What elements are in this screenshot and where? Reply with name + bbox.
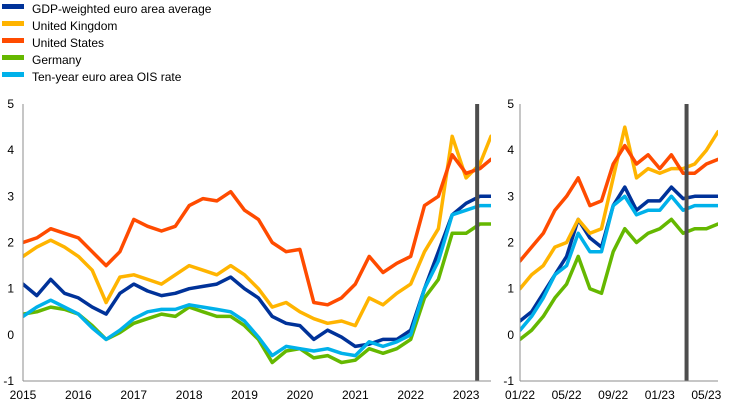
right-panel-x-tick-01-23: 01/23 [645,388,675,402]
legend-item-gdp-weighted: GDP-weighted euro area average [2,2,212,16]
left-panel-y-tick-5: 5 [7,97,14,111]
left-panel-x-tick-2022: 2022 [397,388,424,402]
left-panel-y-tick-3: 3 [7,189,14,203]
legend-swatch-gdp-weighted [2,4,24,9]
left-panel-y-tick-1: 1 [7,282,14,296]
left-panel-x-tick-2020: 2020 [287,388,314,402]
left-panel-y-tick-2: 2 [7,236,14,250]
left-panel-y-tick-1: -1 [3,374,14,388]
left-panel-series-united-states [23,153,491,307]
panel-right: -1 0 1 2 3 4 5 01/22 05/22 09/22 01/23 05/23 [503,97,721,402]
legend-item-united-kingdom: United Kingdom [2,19,117,33]
left-panel-x-tick-2019: 2019 [231,388,258,402]
right-panel-y-tick-3: 3 [507,189,514,203]
legend-swatch-united-states [2,38,24,43]
left-panel-series-ten-year-euro-area-ois-rate [23,203,491,358]
right-panel-x-tick-01-22: 01/22 [505,388,535,402]
legend-item-germany: Germany [2,53,81,67]
legend-swatch-germany [2,55,24,60]
panel-left: -1 0 1 2 3 4 5 2015 2016 2017 2018 2019 2020 2021 2022… [3,97,491,402]
left-panel-x-tick-2018: 2018 [176,388,203,402]
left-panel-x-tick-2017: 2017 [120,388,147,402]
left-panel-series-united-kingdom [23,134,491,328]
legend-label-gdp-weighted: GDP-weighted euro area average [32,2,212,16]
legend-label-united-kingdom: United Kingdom [32,19,117,33]
right-panel-x-tick-05-22: 05/22 [552,388,582,402]
left-panel-x-tick-2021: 2021 [342,388,369,402]
right-panel-y-tick-1: -1 [503,374,514,388]
left-panel-y-tick-4: 4 [7,143,14,157]
right-panel-x-tick-05-23: 05/23 [691,388,721,402]
legend-label-ois-rate: Ten-year euro area OIS rate [32,70,182,84]
left-panel-x-tick-2016: 2016 [65,388,92,402]
legend-item-united-states: United States [2,36,104,50]
legend-label-germany: Germany [32,53,81,67]
legend-label-united-states: United States [32,36,104,50]
legend-item-ois-rate: Ten-year euro area OIS rate [2,70,182,84]
right-panel-y-tick-2: 2 [507,236,514,250]
right-panel-y-tick-4: 4 [507,143,514,157]
left-panel-y-tick-0: 0 [7,328,14,342]
right-panel-y-tick-0: 0 [507,328,514,342]
right-panel-y-tick-1: 1 [507,282,514,296]
legend: GDP-weighted euro area average United Ki… [2,2,212,84]
left-panel-x-tick-2023: 2023 [453,388,480,402]
left-panel-series-germany [23,222,491,365]
right-panel-x-tick-09-22: 09/22 [598,388,628,402]
right-panel-y-tick-5: 5 [507,97,514,111]
legend-swatch-united-kingdom [2,21,24,26]
legend-swatch-ois-rate [2,72,24,77]
left-panel-x-tick-2015: 2015 [10,388,37,402]
